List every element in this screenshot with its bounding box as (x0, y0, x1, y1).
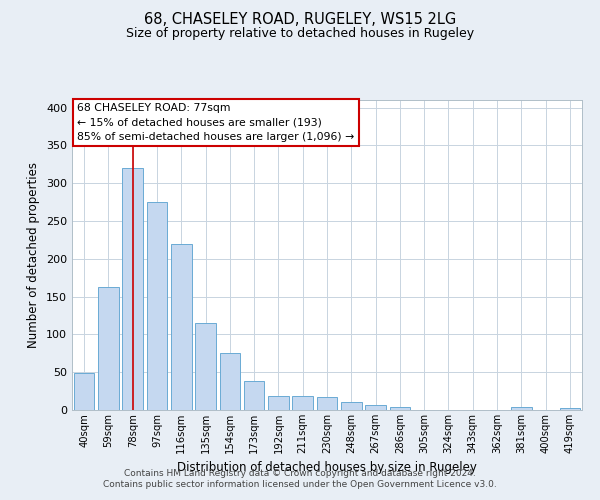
Bar (244, 380, 265, 410)
Text: 68 CHASELEY ROAD: 77sqm
← 15% of detached houses are smaller (193)
85% of semi-d: 68 CHASELEY ROAD: 77sqm ← 15% of detache… (77, 103, 355, 142)
Bar (171, 244, 191, 410)
Bar (389, 407, 410, 410)
Bar (122, 168, 143, 410)
Bar (365, 406, 386, 410)
Bar (98, 287, 119, 410)
Bar (74, 373, 94, 410)
Bar (220, 354, 240, 410)
Bar (341, 402, 362, 410)
Bar (195, 323, 216, 410)
Y-axis label: Number of detached properties: Number of detached properties (28, 162, 40, 348)
Text: Size of property relative to detached houses in Rugeley: Size of property relative to detached ho… (126, 28, 474, 40)
Bar (511, 407, 532, 410)
Bar (317, 397, 337, 410)
Bar (292, 396, 313, 410)
Text: Contains HM Land Registry data © Crown copyright and database right 2024.: Contains HM Land Registry data © Crown c… (124, 468, 476, 477)
Text: 68, CHASELEY ROAD, RUGELEY, WS15 2LG: 68, CHASELEY ROAD, RUGELEY, WS15 2LG (144, 12, 456, 28)
Text: Contains public sector information licensed under the Open Government Licence v3: Contains public sector information licen… (103, 480, 497, 489)
Bar (268, 396, 289, 410)
X-axis label: Distribution of detached houses by size in Rugeley: Distribution of detached houses by size … (177, 462, 477, 474)
Bar (560, 408, 580, 410)
Bar (146, 202, 167, 410)
